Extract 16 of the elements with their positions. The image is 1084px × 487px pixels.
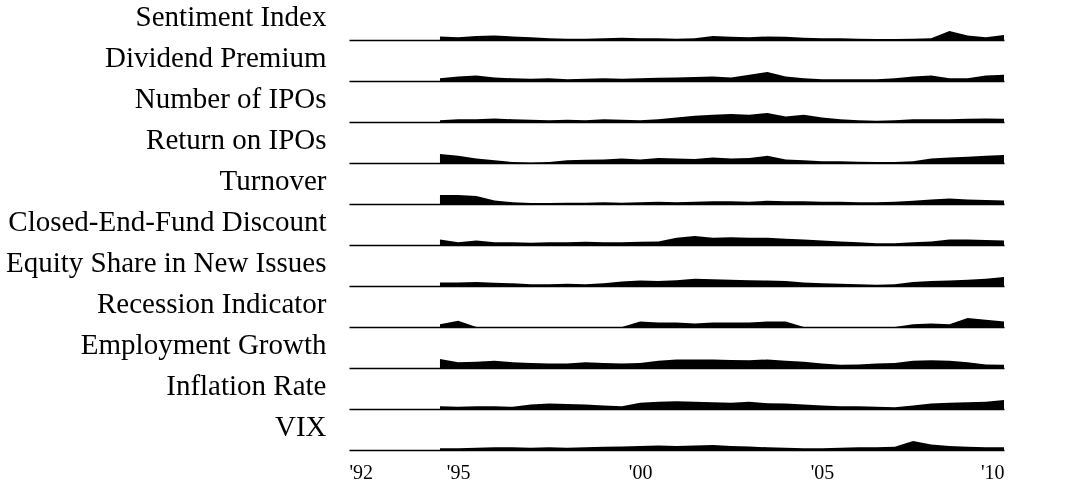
- y-axis-title: Inflation Rate: [166, 368, 327, 401]
- y-axis-title: Turnover: [219, 163, 327, 196]
- y-axis-title: Equity Share in New Issues: [5, 245, 327, 278]
- x-tick-label: '10: [980, 460, 1005, 483]
- y-axis-title: Employment Growth: [80, 327, 327, 360]
- x-tick-label: '00: [628, 460, 653, 483]
- y-axis-title: Dividend Premium: [104, 40, 327, 73]
- y-axis-title: Closed-End-Fund Discount: [8, 204, 327, 237]
- y-axis-title: VIX: [274, 409, 327, 442]
- x-tick-label: '92: [349, 460, 374, 483]
- y-axis-title: Number of IPOs: [134, 81, 327, 114]
- y-axis-title: Recession Indicator: [96, 286, 327, 319]
- y-axis-title: Sentiment Index: [135, 0, 327, 32]
- x-tick-label: '95: [446, 460, 471, 483]
- x-tick-label: '05: [810, 460, 835, 483]
- y-axis-title: Return on IPOs: [146, 122, 327, 155]
